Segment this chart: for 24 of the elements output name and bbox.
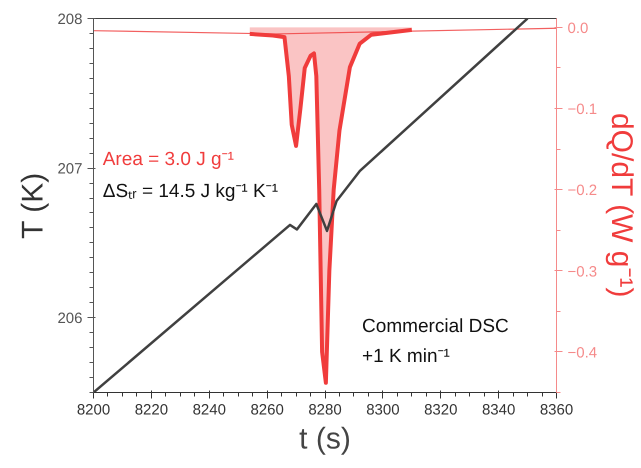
- annotation: Area = 3.0 J g⁻¹: [102, 148, 234, 170]
- y2-axis-title: dQ/dT (W g⁻¹): [605, 113, 638, 298]
- x-tick-label: 8300: [366, 402, 400, 418]
- x-tick-label: 8240: [192, 402, 226, 418]
- y2-tick-label: −0.1: [568, 101, 598, 118]
- annotation: Commercial DSC: [362, 316, 509, 338]
- y2-tick-label: −0.4: [568, 344, 598, 362]
- x-tick-label: 8200: [76, 402, 110, 418]
- y2-tick-label: −0.3: [568, 263, 598, 280]
- y-tick-label: 206: [57, 310, 83, 328]
- annotation: +1 K min⁻¹: [362, 346, 450, 368]
- y-axis-title: T (K): [16, 172, 50, 239]
- y-tick-label: 207: [57, 160, 83, 178]
- x-tick-label: 8320: [424, 402, 458, 418]
- annotation: ΔSₜᵣ = 14.5 J kg⁻¹ K⁻¹: [102, 180, 278, 202]
- x-tick-label: 8260: [250, 402, 284, 418]
- x-tick-label: 8360: [540, 402, 574, 418]
- x-tick-label: 8220: [134, 402, 168, 418]
- x-tick-label: 8280: [308, 402, 342, 418]
- x-axis-title: t (s): [299, 422, 351, 456]
- y-tick-label: 208: [57, 11, 83, 28]
- y2-tick-label: −0.2: [568, 182, 598, 200]
- y2-tick-label: 0.0: [568, 20, 588, 37]
- x-tick-label: 8340: [482, 402, 516, 418]
